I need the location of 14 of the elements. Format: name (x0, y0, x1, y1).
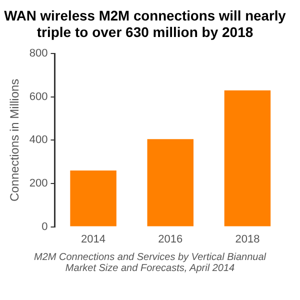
bar (70, 170, 116, 226)
bar (147, 139, 194, 226)
text: M2M Connections and Services by Vertical Biannual Market Size and Forecasts, April 2014 (33, 252, 268, 274)
y-tick-label: 0 (42, 220, 48, 233)
x-tick-label: 2014 (81, 233, 106, 246)
x-tick-label: 2018 (235, 233, 260, 246)
x-tick-label: 2016 (158, 233, 183, 246)
y-tick-label: 800 (29, 48, 48, 60)
y-tick-label: 200 (29, 178, 48, 190)
bar (224, 90, 271, 226)
chart-title: WAN wireless M2M connections will nearly triple to over 630 million by 2018 (4, 7, 286, 40)
y-tick-label: 400 (29, 134, 48, 146)
y-tick-label: 600 (29, 90, 48, 103)
y-axis-title: Connections in Millions (8, 78, 22, 202)
